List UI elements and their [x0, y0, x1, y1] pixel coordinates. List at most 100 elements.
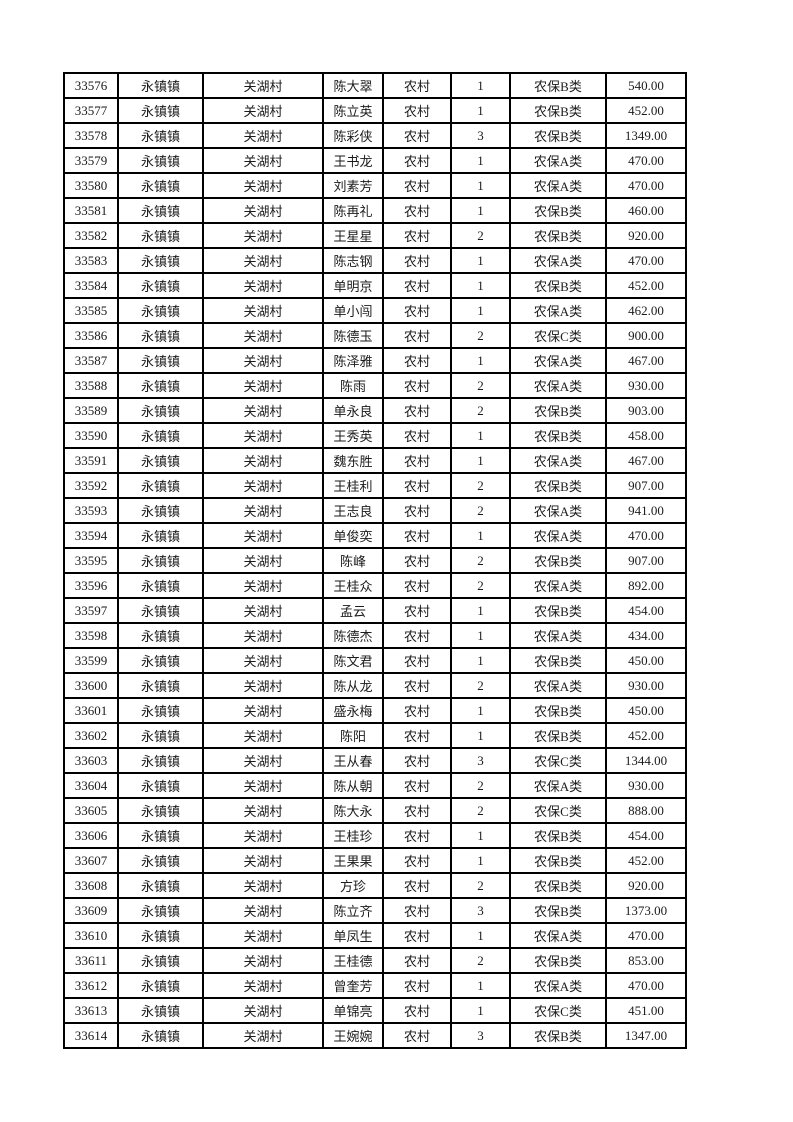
cell-record_id: 33593	[64, 498, 118, 523]
cell-village: 关湖村	[203, 223, 323, 248]
cell-person_name: 陈德杰	[323, 623, 383, 648]
cell-person_count: 2	[451, 373, 510, 398]
cell-person_count: 1	[451, 823, 510, 848]
cell-insurance_class: 农保B类	[510, 98, 606, 123]
cell-residence_type: 农村	[383, 423, 451, 448]
cell-insurance_class: 农保A类	[510, 623, 606, 648]
cell-person_count: 2	[451, 948, 510, 973]
cell-person_name: 王婉婉	[323, 1023, 383, 1048]
cell-village: 关湖村	[203, 98, 323, 123]
cell-person_name: 王果果	[323, 848, 383, 873]
cell-person_count: 1	[451, 973, 510, 998]
cell-person_name: 单凤生	[323, 923, 383, 948]
cell-residence_type: 农村	[383, 623, 451, 648]
cell-village: 关湖村	[203, 298, 323, 323]
table-row: 33587 永镇镇 关湖村 陈泽雅 农村 1 农保A类 467.00	[64, 348, 686, 373]
cell-insurance_class: 农保A类	[510, 498, 606, 523]
cell-record_id: 33600	[64, 673, 118, 698]
cell-record_id: 33594	[64, 523, 118, 548]
cell-person_count: 1	[451, 248, 510, 273]
cell-record_id: 33603	[64, 748, 118, 773]
cell-village: 关湖村	[203, 148, 323, 173]
table-row: 33591 永镇镇 关湖村 魏东胜 农村 1 农保A类 467.00	[64, 448, 686, 473]
cell-record_id: 33588	[64, 373, 118, 398]
cell-village: 关湖村	[203, 723, 323, 748]
cell-person_count: 3	[451, 748, 510, 773]
cell-record_id: 33587	[64, 348, 118, 373]
table-row: 33577 永镇镇 关湖村 陈立英 农村 1 农保B类 452.00	[64, 98, 686, 123]
table-row: 33586 永镇镇 关湖村 陈德玉 农村 2 农保C类 900.00	[64, 323, 686, 348]
cell-town: 永镇镇	[118, 923, 203, 948]
cell-town: 永镇镇	[118, 548, 203, 573]
cell-town: 永镇镇	[118, 723, 203, 748]
cell-person_name: 陈峰	[323, 548, 383, 573]
cell-record_id: 33606	[64, 823, 118, 848]
cell-town: 永镇镇	[118, 223, 203, 248]
cell-residence_type: 农村	[383, 248, 451, 273]
cell-amount: 907.00	[606, 473, 686, 498]
cell-residence_type: 农村	[383, 748, 451, 773]
cell-insurance_class: 农保A类	[510, 773, 606, 798]
cell-person_name: 陈大翠	[323, 73, 383, 98]
cell-residence_type: 农村	[383, 148, 451, 173]
cell-residence_type: 农村	[383, 298, 451, 323]
cell-town: 永镇镇	[118, 623, 203, 648]
cell-village: 关湖村	[203, 823, 323, 848]
cell-residence_type: 农村	[383, 473, 451, 498]
cell-town: 永镇镇	[118, 523, 203, 548]
cell-insurance_class: 农保B类	[510, 398, 606, 423]
cell-town: 永镇镇	[118, 1023, 203, 1048]
cell-town: 永镇镇	[118, 873, 203, 898]
cell-record_id: 33596	[64, 573, 118, 598]
table-row: 33582 永镇镇 关湖村 王星星 农村 2 农保B类 920.00	[64, 223, 686, 248]
cell-town: 永镇镇	[118, 573, 203, 598]
cell-person_count: 2	[451, 798, 510, 823]
cell-insurance_class: 农保A类	[510, 148, 606, 173]
cell-amount: 434.00	[606, 623, 686, 648]
cell-insurance_class: 农保A类	[510, 298, 606, 323]
cell-amount: 920.00	[606, 873, 686, 898]
cell-village: 关湖村	[203, 498, 323, 523]
cell-person_count: 3	[451, 898, 510, 923]
cell-residence_type: 农村	[383, 323, 451, 348]
cell-person_count: 1	[451, 723, 510, 748]
cell-village: 关湖村	[203, 248, 323, 273]
cell-amount: 451.00	[606, 998, 686, 1023]
cell-person_count: 1	[451, 998, 510, 1023]
cell-residence_type: 农村	[383, 273, 451, 298]
cell-village: 关湖村	[203, 173, 323, 198]
cell-person_name: 单永良	[323, 398, 383, 423]
cell-town: 永镇镇	[118, 998, 203, 1023]
table-row: 33604 永镇镇 关湖村 陈从朝 农村 2 农保A类 930.00	[64, 773, 686, 798]
cell-record_id: 33611	[64, 948, 118, 973]
cell-town: 永镇镇	[118, 823, 203, 848]
cell-village: 关湖村	[203, 948, 323, 973]
table-row: 33583 永镇镇 关湖村 陈志钢 农村 1 农保A类 470.00	[64, 248, 686, 273]
cell-person_count: 3	[451, 123, 510, 148]
cell-residence_type: 农村	[383, 98, 451, 123]
table-row: 33593 永镇镇 关湖村 王志良 农村 2 农保A类 941.00	[64, 498, 686, 523]
cell-town: 永镇镇	[118, 98, 203, 123]
cell-town: 永镇镇	[118, 323, 203, 348]
cell-town: 永镇镇	[118, 398, 203, 423]
cell-amount: 462.00	[606, 298, 686, 323]
table-row: 33590 永镇镇 关湖村 王秀英 农村 1 农保B类 458.00	[64, 423, 686, 448]
cell-person_count: 1	[451, 848, 510, 873]
cell-town: 永镇镇	[118, 473, 203, 498]
cell-person_name: 孟云	[323, 598, 383, 623]
cell-amount: 1347.00	[606, 1023, 686, 1048]
cell-town: 永镇镇	[118, 248, 203, 273]
cell-person_count: 1	[451, 298, 510, 323]
cell-town: 永镇镇	[118, 73, 203, 98]
cell-record_id: 33597	[64, 598, 118, 623]
cell-residence_type: 农村	[383, 948, 451, 973]
table-row: 33592 永镇镇 关湖村 王桂利 农村 2 农保B类 907.00	[64, 473, 686, 498]
table-row: 33612 永镇镇 关湖村 曾奎芳 农村 1 农保A类 470.00	[64, 973, 686, 998]
cell-insurance_class: 农保B类	[510, 223, 606, 248]
cell-person_name: 王桂德	[323, 948, 383, 973]
cell-record_id: 33584	[64, 273, 118, 298]
cell-amount: 452.00	[606, 273, 686, 298]
cell-person_count: 1	[451, 73, 510, 98]
cell-person_count: 1	[451, 698, 510, 723]
